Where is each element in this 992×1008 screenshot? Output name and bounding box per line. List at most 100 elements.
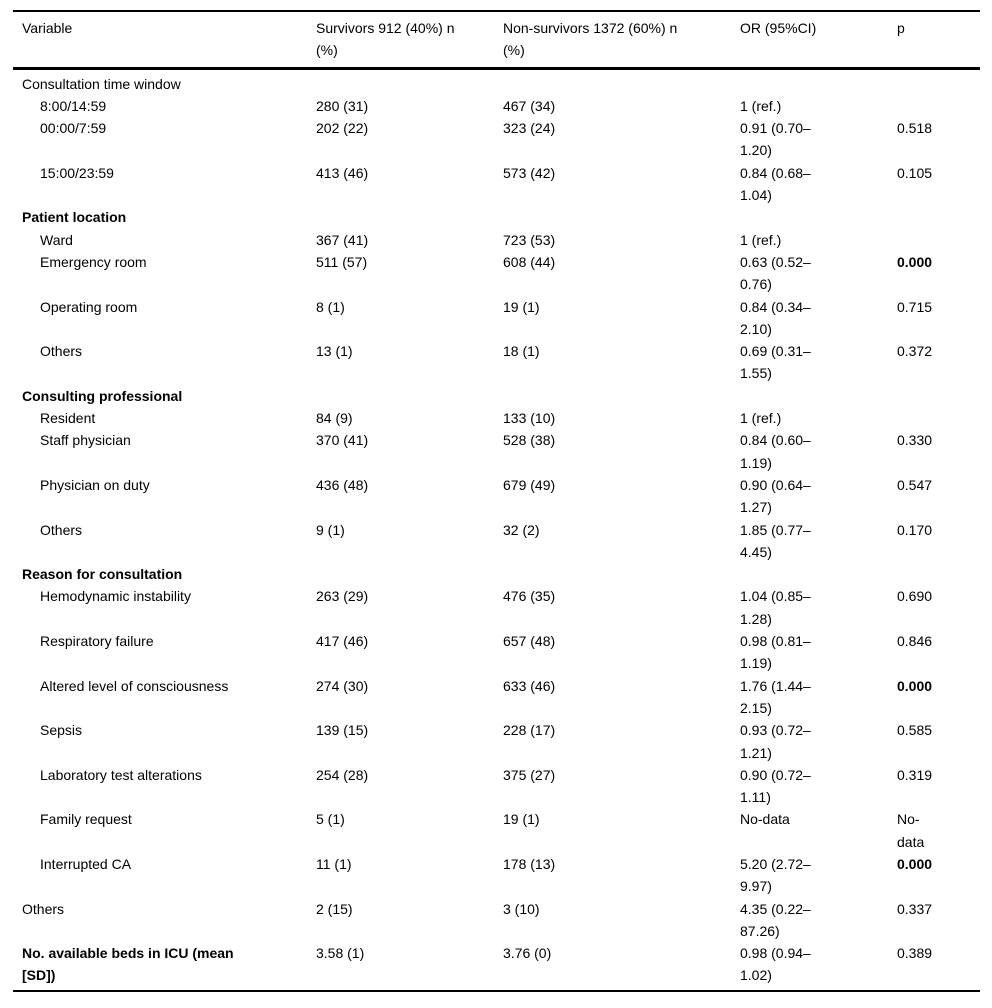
cell-or: 0.84 (0.68– 1.04): [740, 164, 811, 204]
cell-p: 0.000: [897, 677, 933, 694]
table-row: Others 13 (1) 18 (1) 0.69 (0.31– 1.55) 0.372: [13, 340, 980, 385]
cell-variable: Family request: [40, 811, 132, 828]
cell-nonsurvivors: 633 (46): [503, 677, 556, 694]
cell-variable: Patient location: [22, 209, 127, 226]
table-row: 8:00/14:59 280 (31) 467 (34) 1 (ref.): [13, 95, 980, 117]
cell-survivors: 254 (28): [316, 766, 369, 783]
cell-survivors: [307, 68, 494, 95]
cell-p: [888, 407, 980, 429]
table-row: Consultation time window: [13, 68, 980, 95]
cell-variable: Reason for consultation: [22, 566, 183, 583]
cell-p: 0.000: [897, 253, 933, 270]
table-row: Sepsis 139 (15) 228 (17) 0.93 (0.72– 1.21) 0…: [13, 719, 980, 764]
cell-variable: 15:00/23:59: [40, 164, 114, 181]
results-table: Variable Survivors 912 (40%) n (%) Non-s…: [13, 10, 980, 992]
cell-survivors: 417 (46): [316, 633, 369, 650]
table-row: Interrupted CA 11 (1) 178 (13) 5.20 (2.72– …: [13, 853, 980, 898]
cell-variable: Physician on duty: [40, 476, 150, 493]
cell-variable: Staff physician: [40, 432, 131, 449]
cell-nonsurvivors: 3.76 (0): [503, 945, 552, 962]
cell-or: 0.91 (0.70– 1.20): [740, 120, 811, 159]
cell-survivors: [307, 563, 494, 585]
cell-variable: Ward: [40, 231, 73, 248]
cell-p: 0.372: [897, 343, 933, 360]
cell-p: 0.105: [897, 164, 933, 181]
cell-survivors: [307, 206, 494, 228]
cell-survivors: 5 (1): [316, 811, 345, 828]
cell-or: 0.90 (0.64– 1.27): [740, 476, 811, 516]
cell-survivors: 3.58 (1): [316, 945, 365, 962]
cell-p: 0.319: [897, 766, 933, 783]
table-row: Laboratory test alterations 254 (28) 375 (…: [13, 764, 980, 809]
cell-survivors: 13 (1): [316, 343, 353, 360]
cell-nonsurvivors: [494, 385, 731, 407]
cell-variable: Sepsis: [40, 722, 83, 739]
cell-variable: No. available beds in ICU (mean [SD]): [22, 945, 234, 984]
table-row: Physician on duty 436 (48) 679 (49) 0.90 (0…: [13, 474, 980, 519]
table-body: Consultation time window 8:00/14:59 280 (3…: [13, 68, 980, 991]
cell-or: 0.69 (0.31– 1.55): [740, 343, 811, 382]
cell-survivors: 370 (41): [316, 432, 369, 449]
cell-survivors: 280 (31): [316, 97, 369, 114]
cell-nonsurvivors: 178 (13): [503, 855, 556, 872]
cell-nonsurvivors: 528 (38): [503, 432, 556, 449]
cell-survivors: 511 (57): [316, 253, 368, 270]
column-header-variable: Variable: [13, 11, 307, 70]
cell-variable: Laboratory test alterations: [40, 766, 202, 783]
cell-p: 0.547: [897, 476, 933, 493]
cell-nonsurvivors: [494, 68, 731, 95]
cell-or: 0.63 (0.52– 0.76): [740, 253, 811, 293]
cell-survivors: 9 (1): [316, 521, 345, 538]
cell-nonsurvivors: 19 (1): [503, 298, 540, 315]
cell-survivors: 413 (46): [316, 164, 369, 181]
page: Variable Survivors 912 (40%) n (%) Non-s…: [0, 10, 992, 1008]
cell-p: [888, 385, 980, 407]
cell-variable: Respiratory failure: [40, 633, 154, 650]
cell-or: 0.98 (0.94– 1.02): [740, 945, 811, 984]
cell-variable: Altered level of consciousness: [40, 677, 229, 694]
cell-nonsurvivors: 19 (1): [503, 811, 540, 828]
cell-nonsurvivors: [494, 206, 731, 228]
table-row: Others 2 (15) 3 (10) 4.35 (0.22– 87.26) 0.33…: [13, 898, 980, 943]
column-header-or: OR (95%CI): [731, 11, 888, 70]
cell-p: 0.715: [897, 298, 933, 315]
cell-or: 0.84 (0.60– 1.19): [740, 432, 811, 471]
cell-survivors: 263 (29): [316, 588, 369, 605]
cell-nonsurvivors: 32 (2): [503, 521, 540, 538]
cell-survivors: 139 (15): [316, 722, 369, 739]
cell-variable: Others: [40, 521, 83, 538]
table-row: No. available beds in ICU (mean [SD]) 3.5…: [13, 942, 980, 991]
cell-nonsurvivors: 375 (27): [503, 766, 556, 783]
table-row: 00:00/7:59 202 (22) 323 (24) 0.91 (0.70– 1.…: [13, 117, 980, 162]
cell-p: No- data: [897, 811, 925, 850]
cell-p: 0.337: [897, 900, 933, 917]
cell-variable: 8:00/14:59: [40, 97, 107, 114]
cell-variable: 00:00/7:59: [40, 120, 107, 137]
cell-nonsurvivors: 573 (42): [503, 164, 556, 181]
cell-survivors: 2 (15): [316, 900, 353, 917]
cell-or: 1.85 (0.77– 4.45): [740, 521, 811, 560]
cell-or: 1 (ref.): [740, 231, 782, 248]
cell-survivors: 202 (22): [316, 120, 369, 137]
table-row: Respiratory failure 417 (46) 657 (48) 0.98 …: [13, 630, 980, 675]
table-row: Consulting professional: [13, 385, 980, 407]
cell-p: [888, 68, 980, 95]
table-row: 15:00/23:59 413 (46) 573 (42) 0.84 (0.68– 1…: [13, 162, 980, 207]
cell-survivors: 274 (30): [316, 677, 369, 694]
cell-or: 0.90 (0.72– 1.11): [740, 766, 811, 806]
table-row: Altered level of consciousness 274 (30) 63…: [13, 675, 980, 720]
cell-p: [888, 563, 980, 585]
cell-or: No-data: [740, 811, 790, 828]
table-row: Ward 367 (41) 723 (53) 1 (ref.): [13, 229, 980, 251]
cell-or: 1.76 (1.44– 2.15): [740, 677, 811, 716]
cell-or: [731, 68, 888, 95]
cell-survivors: [307, 385, 494, 407]
cell-nonsurvivors: 323 (24): [503, 120, 556, 137]
cell-p: 0.585: [897, 722, 933, 739]
table-row: Reason for consultation: [13, 563, 980, 585]
cell-or: 0.93 (0.72– 1.21): [740, 722, 811, 761]
cell-nonsurvivors: 476 (35): [503, 588, 556, 605]
cell-nonsurvivors: 723 (53): [503, 231, 556, 248]
table-row: Hemodynamic instability 263 (29) 476 (35) 1…: [13, 585, 980, 630]
cell-or: 4.35 (0.22– 87.26): [740, 900, 811, 939]
